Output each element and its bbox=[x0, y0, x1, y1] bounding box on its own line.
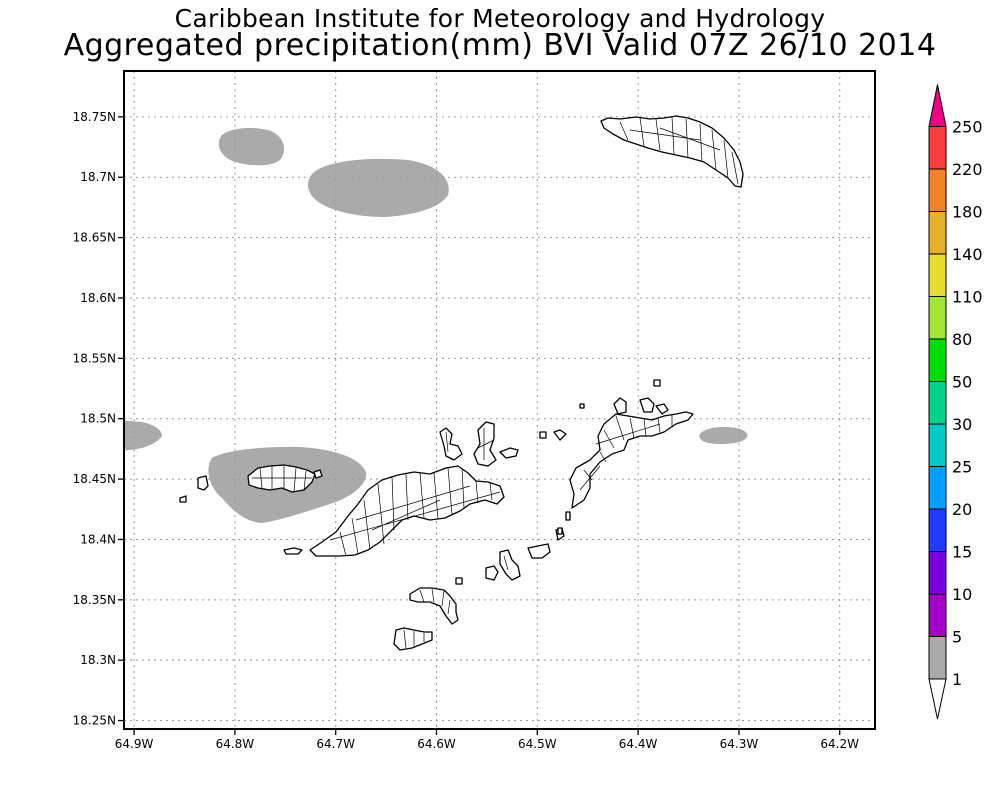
island-guana bbox=[473, 421, 497, 467]
colorbar-label: 1 bbox=[952, 670, 962, 689]
colorbar-label: 20 bbox=[952, 500, 972, 519]
island-tortola bbox=[309, 465, 505, 557]
lat-tick-label: 18.6N bbox=[80, 291, 116, 305]
colorbar-label: 110 bbox=[952, 288, 983, 307]
island-great-thatch bbox=[313, 469, 323, 479]
colorbar-label: 50 bbox=[952, 373, 972, 392]
lat-tick-label: 18.65N bbox=[73, 231, 116, 245]
island-west-islet bbox=[179, 495, 187, 503]
island-eustatia bbox=[653, 379, 661, 387]
island-virgin-gorda bbox=[569, 411, 694, 509]
lat-tick-label: 18.5N bbox=[80, 412, 116, 426]
colorbar-label: 10 bbox=[952, 585, 972, 604]
colorbar-label: 15 bbox=[952, 543, 972, 562]
lat-tick-label: 18.25N bbox=[73, 714, 116, 728]
lon-tick-label: 64.2W bbox=[820, 737, 859, 751]
lat-tick-label: 18.7N bbox=[80, 170, 116, 184]
island-prickly-pear bbox=[639, 397, 655, 413]
island-cooper bbox=[527, 543, 551, 559]
precip-blob-east bbox=[699, 427, 748, 445]
lon-tick-label: 64.8W bbox=[216, 737, 255, 751]
colorbar-swatch bbox=[928, 466, 947, 510]
lat-tick-label: 18.4N bbox=[80, 532, 116, 546]
island-fallen-jerusalem bbox=[565, 511, 571, 521]
lon-tick-label: 64.5W bbox=[518, 737, 557, 751]
lon-tick-label: 64.4W bbox=[619, 737, 658, 751]
colorbar-swatch bbox=[928, 253, 947, 297]
colorbar-low-triangle bbox=[928, 678, 947, 720]
island-mosquito bbox=[613, 397, 627, 415]
island-peter bbox=[485, 565, 499, 581]
precip-blob-north-large bbox=[307, 158, 449, 217]
institute-title: Caribbean Institute for Meteorology and … bbox=[174, 4, 826, 33]
island-bellamy-cay bbox=[539, 431, 547, 439]
island-sandy-cay bbox=[197, 475, 209, 491]
lat-tick-label: 18.3N bbox=[80, 653, 116, 667]
colorbar-swatch bbox=[928, 126, 947, 170]
map-frame bbox=[123, 70, 876, 730]
colorbar-label: 30 bbox=[952, 415, 972, 434]
colorbar-label: 25 bbox=[952, 458, 972, 477]
island-round-rock bbox=[557, 527, 563, 535]
colorbar-swatch bbox=[928, 551, 947, 595]
colorbar-label: 140 bbox=[952, 245, 983, 264]
colorbar-high-triangle bbox=[928, 84, 947, 127]
island-little-thatch bbox=[283, 547, 303, 555]
map-panel[interactable] bbox=[124, 71, 875, 729]
island-great-camanoe bbox=[439, 427, 463, 461]
lat-tick-label: 18.45N bbox=[73, 472, 116, 486]
lon-tick-label: 64.6W bbox=[417, 737, 456, 751]
precip-blob-west-edge bbox=[124, 420, 162, 451]
islands-layer bbox=[179, 115, 744, 651]
colorbar-swatch bbox=[928, 508, 947, 552]
island-scrub bbox=[499, 447, 519, 459]
island-saba-rock bbox=[579, 403, 585, 409]
island-pelican bbox=[393, 627, 433, 651]
lon-tick-label: 64.3W bbox=[720, 737, 759, 751]
colorbar-label: 5 bbox=[952, 628, 962, 647]
lat-tick-label: 18.55N bbox=[73, 351, 116, 365]
colorbar-swatch bbox=[928, 636, 947, 680]
colorbar-swatch bbox=[928, 593, 947, 637]
colorbar-swatch bbox=[928, 168, 947, 212]
colorbar-label: 220 bbox=[952, 160, 983, 179]
lat-tick-label: 18.75N bbox=[73, 110, 116, 124]
product-title: Aggregated precipitation(mm) BVI Valid 0… bbox=[63, 28, 937, 63]
latitude-axis: 18.75N 18.7N 18.65N 18.6N 18.55N 18.5N 18.45N 1… bbox=[73, 110, 124, 728]
island-jost-van-dyke bbox=[247, 464, 316, 493]
colorbar-label: 250 bbox=[952, 118, 983, 137]
lon-tick-label: 64.9W bbox=[115, 737, 154, 751]
colorbar-swatch bbox=[928, 338, 947, 382]
island-flanagan bbox=[455, 577, 463, 585]
colorbar-label: 180 bbox=[952, 203, 983, 222]
lon-tick-label: 64.7W bbox=[316, 737, 355, 751]
island-marina-cay bbox=[553, 429, 567, 441]
colorbar-swatch bbox=[928, 381, 947, 425]
island-salt bbox=[499, 549, 521, 581]
colorbar-swatch bbox=[928, 423, 947, 467]
colorbar-label: 80 bbox=[952, 330, 972, 349]
longitude-axis: 64.9W 64.8W 64.7W 64.6W 64.5W 64.4W 64.3W 64.2W bbox=[115, 729, 859, 751]
colorbar-swatch bbox=[928, 296, 947, 340]
island-necker bbox=[655, 403, 669, 415]
lat-tick-label: 18.35N bbox=[73, 593, 116, 607]
island-district-lines bbox=[252, 116, 739, 649]
island-anegada bbox=[600, 115, 744, 188]
colorbar-swatch bbox=[928, 211, 947, 255]
